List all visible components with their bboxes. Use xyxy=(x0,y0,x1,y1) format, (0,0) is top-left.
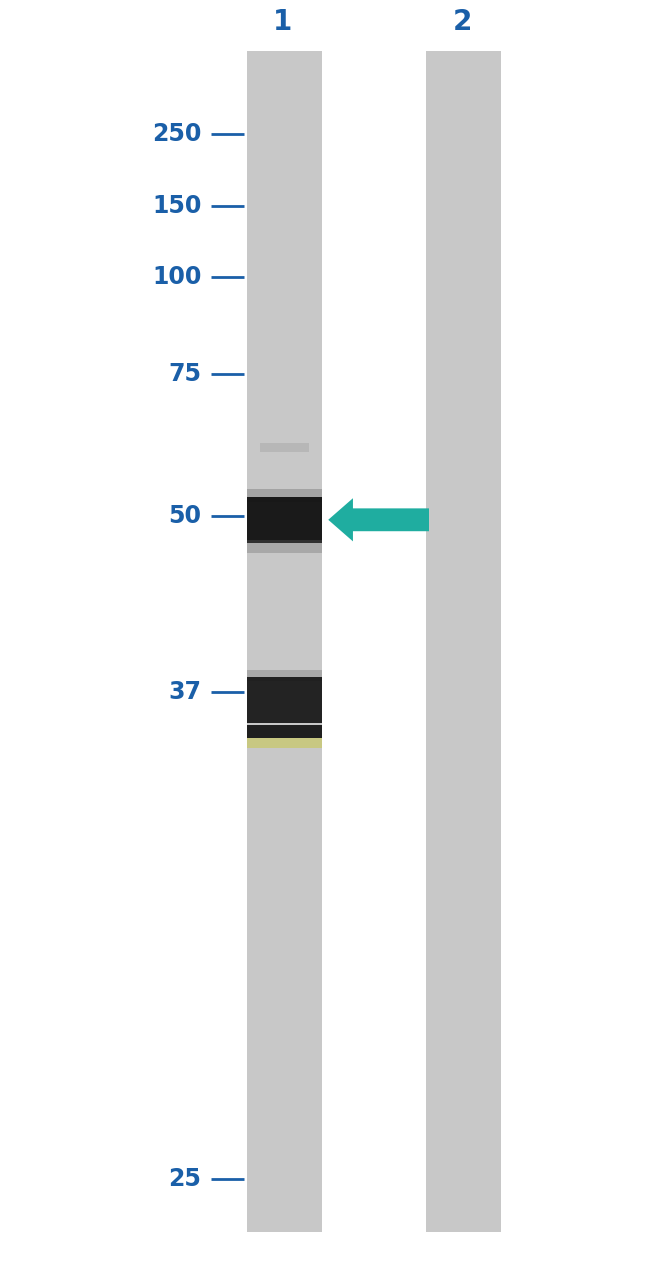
Text: 1: 1 xyxy=(273,8,292,36)
Text: 37: 37 xyxy=(168,681,202,705)
Text: 150: 150 xyxy=(152,194,202,218)
Text: 250: 250 xyxy=(152,122,202,146)
Text: 50: 50 xyxy=(168,504,202,528)
Text: 25: 25 xyxy=(168,1167,202,1190)
Text: 75: 75 xyxy=(168,362,202,386)
Bar xyxy=(247,489,322,502)
Bar xyxy=(247,677,322,723)
Bar xyxy=(247,725,322,738)
Bar xyxy=(247,669,322,681)
FancyArrow shape xyxy=(328,498,429,541)
Bar xyxy=(260,443,309,452)
Bar xyxy=(247,497,322,542)
Bar xyxy=(247,738,322,748)
Bar xyxy=(247,540,322,552)
Text: 100: 100 xyxy=(152,265,202,290)
Bar xyxy=(247,51,322,1232)
Bar xyxy=(426,51,500,1232)
Text: 2: 2 xyxy=(453,8,473,36)
